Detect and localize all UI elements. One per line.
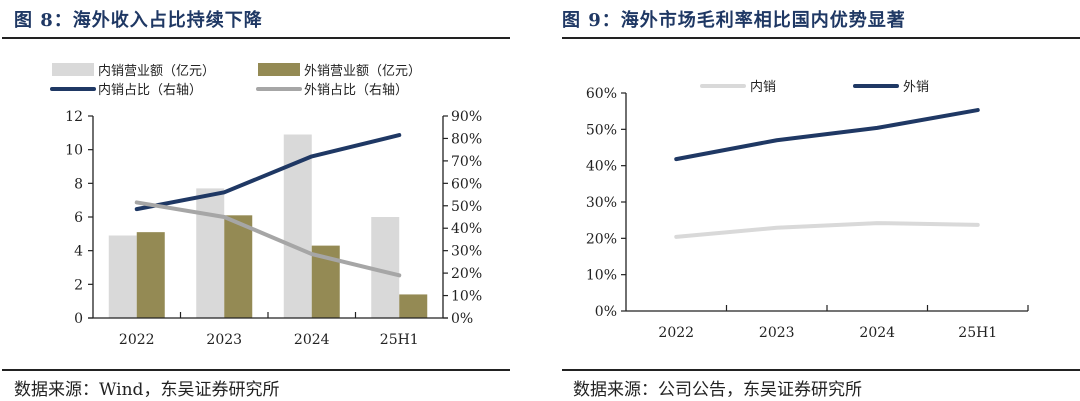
- y-tick-label-50%: 50%: [586, 122, 617, 138]
- left-tick-label-2: 2: [74, 277, 83, 293]
- left-tick-label-6: 6: [74, 210, 83, 226]
- y-tick-label-40%: 40%: [586, 159, 617, 175]
- legend-swatch-1: [52, 63, 94, 76]
- x-tick-label-2022: 2022: [658, 325, 694, 341]
- left-tick-label-8: 8: [74, 176, 83, 192]
- right-tick-label-30%: 30%: [451, 244, 482, 260]
- x-tick-label-2023: 2023: [759, 325, 795, 341]
- right-tick-label-90%: 90%: [451, 109, 482, 125]
- y-tick-label-60%: 60%: [586, 86, 617, 102]
- line-export-margin: [674, 108, 980, 162]
- right-tick-label-40%: 40%: [451, 221, 482, 237]
- bar-domestic-25H1: [371, 217, 400, 318]
- legend-label-3: 内销占比（右轴）: [98, 82, 202, 98]
- y-tick-label-0%: 0%: [595, 304, 617, 320]
- legend-swatch-2: [258, 63, 300, 76]
- x-tick-label-2022: 2022: [119, 332, 155, 348]
- bar-export-2022: [136, 232, 165, 318]
- y-tick-label-20%: 20%: [586, 231, 617, 247]
- left-tick-label-10: 10: [65, 143, 83, 159]
- x-tick-label-2023: 2023: [206, 332, 242, 348]
- right-tick-label-70%: 70%: [451, 154, 482, 170]
- figure-8-top-rule: [2, 37, 510, 39]
- right-tick-label-50%: 50%: [451, 199, 482, 215]
- x-tick-label-2024: 2024: [859, 325, 895, 341]
- x-tick-label-25H1: 25H1: [958, 325, 997, 341]
- right-tick-label-20%: 20%: [451, 266, 482, 282]
- figure-9-source: 数据来源：公司公告，东吴证券研究所: [573, 380, 862, 400]
- figure-8-bottom-rule: [2, 369, 510, 371]
- left-tick-label-0: 0: [74, 311, 83, 327]
- figure-9-chart: 内销 外销 0% 10% 20% 30% 40% 50% 60% 2022 2023 2024 25H1: [586, 79, 1029, 341]
- figure-8-title: 图 8：海外收入占比持续下降: [14, 10, 263, 31]
- legend-label-2: 外销营业额（亿元）: [304, 64, 421, 79]
- y-tick-label-10%: 10%: [586, 268, 617, 284]
- bar-domestic-2023: [196, 188, 225, 318]
- figure-9-title: 图 9：海外市场毛利率相比国内优势显著: [562, 10, 906, 31]
- right-tick-label-10%: 10%: [451, 289, 482, 305]
- figure-9-panel: 图 9：海外市场毛利率相比国内优势显著 内销 外销 0% 10% 20% 30% 40% 50…: [550, 0, 1080, 401]
- x-tick-label-2024: 2024: [294, 332, 330, 348]
- legend-label-4: 外销占比（右轴）: [304, 83, 408, 98]
- right-tick-label-80%: 80%: [451, 131, 482, 147]
- bar-export-25H1: [399, 294, 428, 318]
- x-tick-label-25H1: 25H1: [380, 332, 419, 348]
- figure-9-bottom-rule: [562, 369, 1080, 371]
- line-export-share: [134, 200, 402, 278]
- right-tick-label-0%: 0%: [451, 311, 473, 327]
- bar-domestic-2022: [108, 235, 137, 318]
- left-tick-label-12: 12: [65, 109, 83, 125]
- line-domestic-margin: [674, 221, 980, 239]
- figure-9-top-rule: [562, 37, 1080, 39]
- line-domestic-share: [134, 133, 402, 212]
- legend-label-1: 内销营业额（亿元）: [98, 63, 215, 79]
- bar-export-2023: [224, 215, 253, 318]
- figure-8-source: 数据来源：Wind，东吴证券研究所: [14, 380, 280, 400]
- legend-label-2: 外销: [903, 80, 929, 95]
- legend-label-1: 内销: [750, 79, 776, 95]
- figure-8-chart: 内销营业额（亿元） 外销营业额（亿元） 内销占比（右轴） 外销占比（右轴） 0 2 4 6 8 1…: [50, 63, 482, 348]
- y-tick-label-30%: 30%: [586, 195, 617, 211]
- left-tick-label-4: 4: [74, 244, 83, 260]
- figure-8-panel: 图 8：海外收入占比持续下降 内销营业额（亿元） 外销营业额（亿元） 内销占比（右轴…: [2, 10, 510, 400]
- right-tick-label-60%: 60%: [451, 176, 482, 192]
